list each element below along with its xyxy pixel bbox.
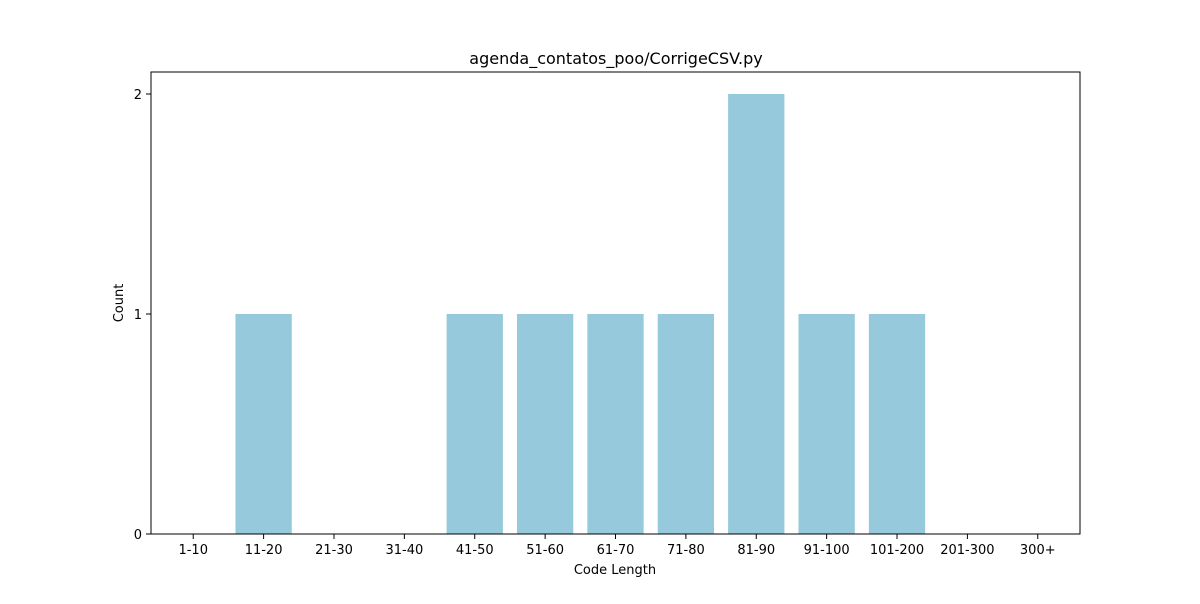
x-tick-label: 61-70	[597, 543, 635, 558]
bar-51-60	[516, 314, 574, 534]
x-tick-label: 31-40	[385, 543, 423, 558]
bar-91-100	[798, 314, 855, 534]
y-tick-label: 0	[134, 528, 142, 543]
x-tick-label: 91-100	[804, 543, 850, 558]
bars-group	[235, 94, 926, 534]
bar-81-90	[728, 94, 785, 534]
bar-41-50	[446, 314, 503, 534]
x-tick-label: 11-20	[245, 543, 283, 558]
chart-title: agenda_contatos_poo/CorrigeCSV.py	[469, 49, 762, 69]
x-tick-label: 201-300	[940, 543, 994, 558]
x-tick-label: 1-10	[178, 543, 208, 558]
y-tick-label: 1	[134, 308, 142, 323]
y-tick-label: 2	[134, 88, 142, 103]
bar-71-80	[657, 314, 715, 534]
x-tick-label: 71-80	[667, 543, 705, 558]
x-axis: 1-10 11-20 21-30 31-40 41-50 51-60 61-70 71-80 8…	[178, 534, 1056, 558]
x-tick-label: 101-200	[870, 543, 924, 558]
y-axis-label: Count	[112, 284, 127, 323]
bar-11-20	[235, 314, 292, 534]
x-tick-label: 51-60	[526, 543, 564, 558]
y-axis: 0 1 2	[134, 88, 151, 543]
bar-61-70	[587, 314, 644, 534]
x-tick-label: 41-50	[456, 543, 494, 558]
x-tick-label: 81-90	[737, 543, 775, 558]
x-tick-label: 300+	[1020, 543, 1056, 558]
x-axis-label: Code Length	[574, 563, 656, 578]
bar-101-200	[868, 314, 926, 534]
x-tick-label: 21-30	[315, 543, 353, 558]
